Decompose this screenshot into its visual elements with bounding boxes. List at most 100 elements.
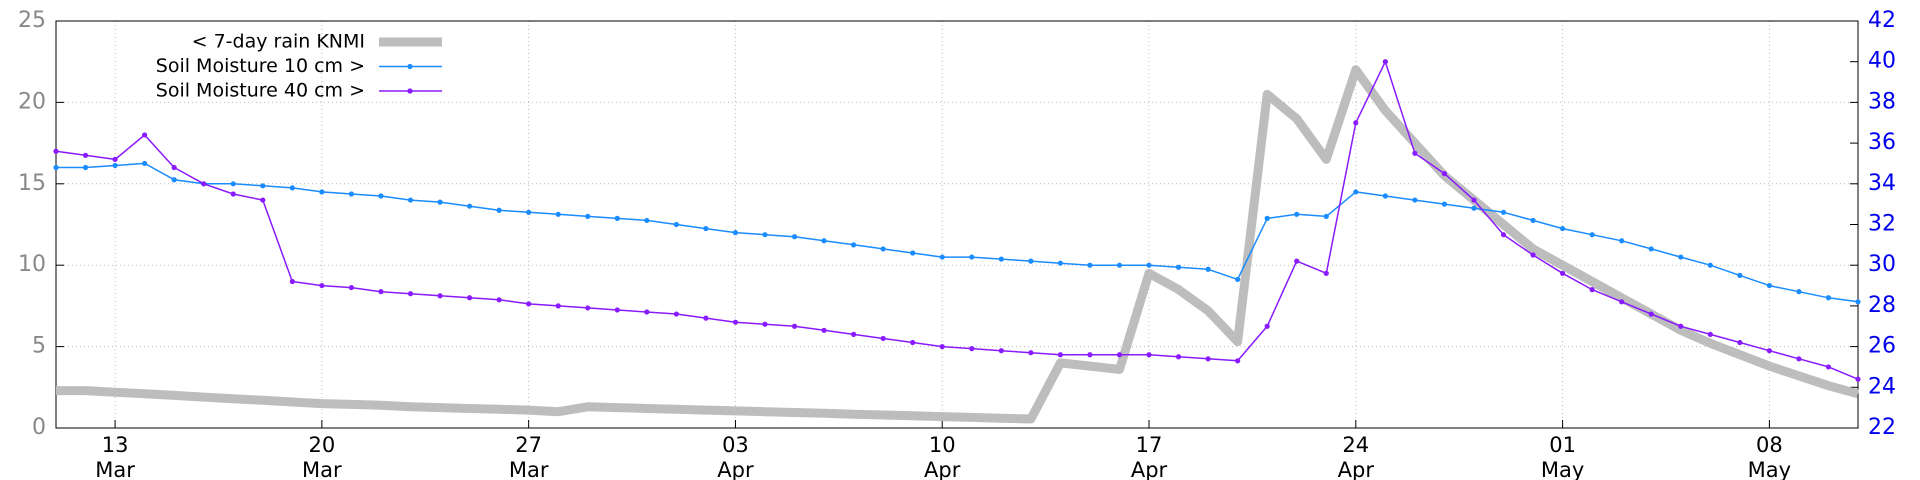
data-point xyxy=(1500,209,1507,215)
data-point xyxy=(1175,264,1182,270)
data-point xyxy=(378,193,384,199)
data-point xyxy=(1175,354,1182,360)
data-point xyxy=(1146,352,1152,358)
data-point xyxy=(230,191,236,197)
legend-marker xyxy=(407,63,413,70)
series-line xyxy=(55,60,1859,380)
data-point xyxy=(260,197,266,203)
data-point xyxy=(1057,352,1063,358)
y2-tick-label: 34 xyxy=(1868,171,1896,196)
y2-tick-label: 28 xyxy=(1868,293,1896,318)
data-point xyxy=(1707,331,1713,337)
data-point xyxy=(1353,120,1359,126)
data-point xyxy=(1323,270,1329,276)
data-point xyxy=(201,181,207,187)
data-point xyxy=(585,213,591,219)
data-point xyxy=(1412,150,1418,156)
data-point xyxy=(1471,205,1477,211)
data-point xyxy=(851,242,857,248)
data-point xyxy=(466,295,473,301)
data-point xyxy=(171,177,177,183)
data-point xyxy=(673,311,679,317)
data-point xyxy=(644,309,650,315)
data-point xyxy=(910,339,916,346)
data-point xyxy=(732,230,739,236)
data-point xyxy=(1619,299,1625,305)
data-point xyxy=(1530,217,1536,224)
data-point xyxy=(1235,358,1241,364)
data-point xyxy=(1116,262,1123,268)
data-point xyxy=(732,319,739,325)
data-point xyxy=(171,164,177,171)
data-point xyxy=(673,221,679,228)
data-point xyxy=(762,321,768,327)
data-point xyxy=(142,132,148,138)
data-point xyxy=(437,199,443,205)
x-tick-label: 08 May xyxy=(1747,433,1792,480)
y2-tick-label: 24 xyxy=(1868,374,1896,399)
data-point xyxy=(1441,201,1448,207)
data-point xyxy=(821,238,827,244)
data-point xyxy=(1087,262,1093,268)
data-point xyxy=(1766,282,1772,289)
data-point xyxy=(496,207,502,213)
series-line xyxy=(56,162,1859,303)
data-point xyxy=(348,284,355,291)
data-point xyxy=(142,160,148,167)
data-point xyxy=(1855,299,1861,305)
data-point xyxy=(53,148,59,154)
data-point xyxy=(998,348,1004,354)
data-point xyxy=(555,211,561,217)
x-tick-label: 27 Mar xyxy=(508,433,549,480)
x-tick-label: 03 Apr xyxy=(717,433,754,480)
data-point xyxy=(526,301,532,307)
data-point xyxy=(496,297,502,303)
y2-tick-label: 22 xyxy=(1868,415,1896,440)
data-point xyxy=(1412,197,1418,203)
data-point xyxy=(1825,295,1832,301)
data-point xyxy=(910,250,916,256)
data-point xyxy=(1500,232,1507,238)
data-point xyxy=(1235,276,1241,283)
data-point xyxy=(1559,270,1566,276)
data-point xyxy=(644,217,650,224)
data-point xyxy=(1116,352,1123,358)
y2-tick-label: 26 xyxy=(1868,334,1896,359)
data-point xyxy=(1678,323,1684,329)
data-point xyxy=(1294,211,1300,217)
data-point xyxy=(348,191,355,197)
data-point xyxy=(1294,258,1300,264)
y2-tick-label: 40 xyxy=(1868,49,1896,74)
data-point xyxy=(1441,171,1448,177)
data-point xyxy=(1530,252,1536,258)
data-point xyxy=(614,307,620,313)
data-point xyxy=(969,254,975,260)
data-point xyxy=(880,246,886,252)
data-point xyxy=(319,189,325,195)
data-point xyxy=(1825,364,1832,370)
data-point xyxy=(1796,289,1802,295)
y-tick-label: 5 xyxy=(32,334,46,359)
data-point xyxy=(1855,376,1861,382)
data-point xyxy=(1471,197,1477,203)
data-point xyxy=(260,183,266,189)
x-tick-label: 17 Apr xyxy=(1130,433,1168,480)
y2-tick-label: 36 xyxy=(1868,130,1896,155)
x-tick-label: 24 Apr xyxy=(1337,433,1374,480)
data-point xyxy=(998,256,1004,262)
data-point xyxy=(1737,339,1743,346)
series-line xyxy=(56,65,1860,424)
data-point xyxy=(1353,189,1359,195)
data-point xyxy=(1028,258,1034,264)
data-point xyxy=(703,225,709,232)
data-point xyxy=(1766,348,1772,354)
data-point xyxy=(1087,352,1093,358)
x-tick-label: 10 Apr xyxy=(924,433,961,480)
legend-label: Soil Moisture 10 cm > xyxy=(156,55,365,77)
data-point xyxy=(762,232,768,238)
data-point xyxy=(1382,193,1388,199)
y-tick-label: 15 xyxy=(18,171,46,196)
data-point xyxy=(1205,266,1211,272)
